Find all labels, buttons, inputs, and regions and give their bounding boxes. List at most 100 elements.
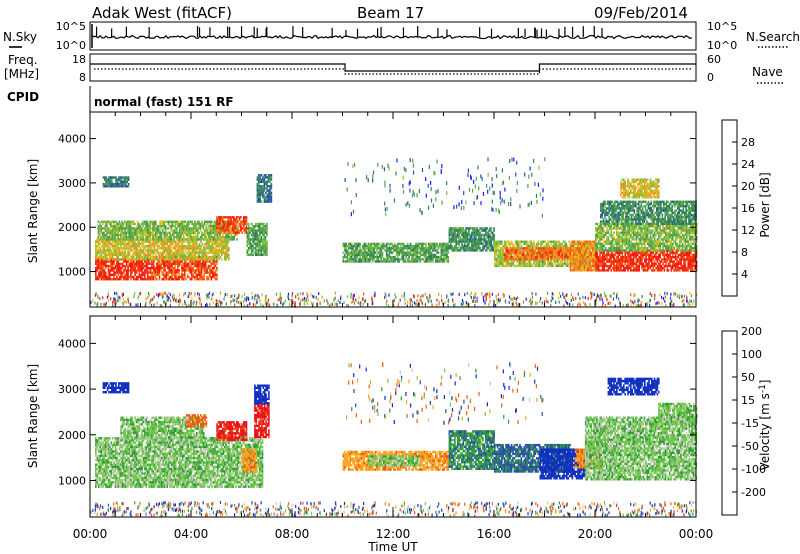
power-cell [544,253,547,257]
power-cell [141,231,143,234]
power-cell [107,271,110,274]
power-cell [253,233,256,237]
power-cell [359,258,361,261]
power-cell [180,249,183,252]
power-cell [128,231,130,234]
power-cell [555,244,558,248]
power-cell [502,251,504,254]
power-cell [437,260,440,263]
power-cell [266,231,268,234]
power-cell [166,231,168,234]
power-cell [103,247,106,250]
power-cell [158,240,160,243]
power-cell [121,238,124,241]
power-cell [533,244,535,248]
power-cell [463,231,466,234]
power-cell [185,233,188,237]
power-cell [587,247,590,250]
power-cell [145,267,148,270]
power-cell [244,216,246,219]
power-cell [209,238,212,241]
power-cell [580,255,583,259]
power-cell [152,236,154,239]
power-cell [586,266,589,270]
power-cell [376,260,378,263]
power-cell [534,262,537,265]
power-cell [263,187,266,190]
power-cell [602,253,604,257]
power-cell [178,264,180,268]
power-cell [149,271,152,274]
power-cell [423,251,426,254]
power-cell [118,227,121,230]
power-cell [491,233,494,237]
power-cell [394,249,396,252]
power-cell [132,233,135,237]
power-cell [444,251,447,254]
power-cell [390,258,392,261]
power-cell [544,251,547,254]
power-cell [398,242,401,246]
power-cell [217,222,220,226]
power-cell [472,229,474,232]
power-cell [461,244,463,248]
power-cell [475,247,477,250]
power-cell [477,233,480,237]
power-cell [519,251,522,254]
power-cell [245,220,248,223]
power-cell [600,258,603,261]
power-cell [259,222,261,226]
power-cell [118,258,121,261]
power-cell [585,260,587,263]
power-cell [142,251,145,254]
power-cell [350,260,353,263]
power-cell [555,256,558,259]
power-cell [103,255,106,259]
power-cell [346,255,349,259]
power-cell [265,187,267,190]
power-cell [538,242,541,246]
freq-panel-frame [89,53,697,82]
power-cell [579,264,582,268]
power-cell [191,220,193,223]
power-cell [470,233,473,237]
power-cell [537,260,539,263]
power-cell [151,260,153,263]
power-cell [582,262,584,265]
power-cell [583,242,586,246]
power-cell [356,249,359,252]
power-cell [213,262,215,265]
power-cell [465,236,467,239]
power-cell [203,275,206,279]
power-cell [562,244,565,248]
power-cell [555,253,558,257]
power-cell [346,260,349,263]
power-cell [114,249,117,252]
power-cell [101,238,104,241]
power-cell [203,267,206,270]
power-cell [213,267,215,270]
power-cell [130,255,132,259]
power-cell [476,240,479,243]
power-cell [103,231,105,234]
power-cell [184,258,187,261]
power-cell [207,267,210,270]
power-cell [102,240,104,243]
power-cell [541,258,544,261]
power-cell [100,273,103,276]
power-cell [600,264,603,268]
power-cell [97,225,100,228]
power-cell [536,251,538,254]
power-cell [193,242,195,246]
power-cell [215,240,218,243]
power-cell [141,251,143,254]
power-cell [603,253,605,257]
power-cell [193,275,196,279]
power-cell [158,267,161,270]
power-cell [139,258,142,261]
power-cell [583,264,586,268]
power-cell [207,251,209,254]
power-cell [128,229,130,232]
power-cell [145,227,147,230]
power-cell [345,251,347,254]
